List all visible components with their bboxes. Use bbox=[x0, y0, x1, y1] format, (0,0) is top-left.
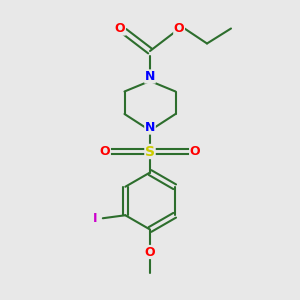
Text: O: O bbox=[115, 22, 125, 35]
Text: O: O bbox=[145, 245, 155, 259]
Text: O: O bbox=[174, 22, 184, 35]
Text: I: I bbox=[93, 212, 98, 225]
Text: S: S bbox=[145, 145, 155, 158]
Text: O: O bbox=[100, 145, 110, 158]
Text: O: O bbox=[190, 145, 200, 158]
Text: N: N bbox=[145, 70, 155, 83]
Text: N: N bbox=[145, 121, 155, 134]
